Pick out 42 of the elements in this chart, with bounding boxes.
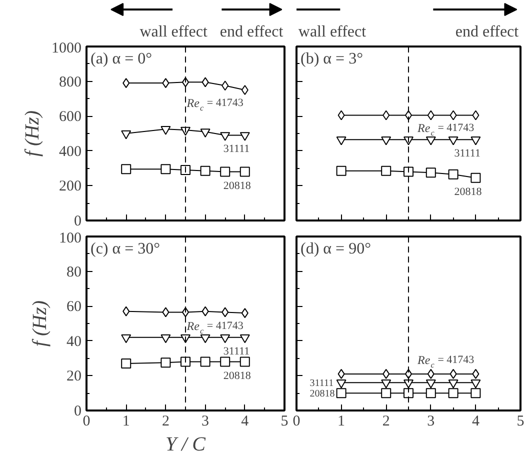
x-tick-label: 2: [162, 414, 170, 430]
series-label: 20818: [223, 370, 252, 382]
y-tick-label: 20: [66, 368, 82, 385]
y-tick-label: 600: [59, 109, 82, 126]
y-axis-title: f (Hz): [29, 300, 51, 347]
y-tick-label: 60: [66, 299, 82, 316]
x-tick-label: 0: [292, 414, 300, 430]
chart-title: (a) α = 0°: [90, 50, 152, 68]
y-tick-label: 800: [59, 74, 82, 90]
y-tick-label: 40: [66, 334, 82, 350]
series-label: 31111: [223, 345, 250, 358]
legend-label: 20818: [310, 388, 335, 400]
x-tick-label: 3: [202, 414, 210, 430]
series-label: 31111: [454, 148, 480, 160]
series-label: 20818: [223, 180, 252, 192]
y-tick-label: 200: [59, 178, 82, 195]
y-tick-label: 400: [59, 144, 82, 160]
y-axis-title: f (Hz): [22, 110, 44, 157]
x-tick-label: 4: [241, 414, 250, 430]
text: wall effect: [140, 24, 208, 40]
x-tick-label: 5: [516, 414, 524, 430]
text: end effect: [220, 24, 284, 40]
x-tick-label: 1: [338, 414, 346, 430]
chart-title: (d) α = 90°: [300, 240, 371, 258]
y-tick-label: 0: [74, 214, 82, 230]
series-label: 20818: [454, 186, 482, 198]
x-tick-label: 3: [427, 414, 435, 430]
text: end effect: [455, 24, 520, 40]
x-axis-title: Y / C: [165, 434, 206, 456]
x-tick-label: 5: [280, 414, 288, 430]
series-label: 31111: [223, 143, 250, 156]
y-tick-label: 80: [66, 264, 82, 280]
x-tick-label: 2: [382, 414, 390, 430]
x-tick-label: 4: [472, 414, 480, 430]
text: wall effect: [298, 24, 367, 40]
y-tick-label: 0: [74, 404, 82, 420]
chart-title: (c) α = 30°: [90, 240, 160, 258]
y-tick-label: 100: [59, 230, 82, 246]
x-tick-label: 1: [122, 414, 130, 430]
chart-title: (b) α = 3°: [300, 50, 363, 68]
y-tick-label: 1000: [52, 40, 82, 56]
series-label: 31111: [310, 378, 334, 390]
